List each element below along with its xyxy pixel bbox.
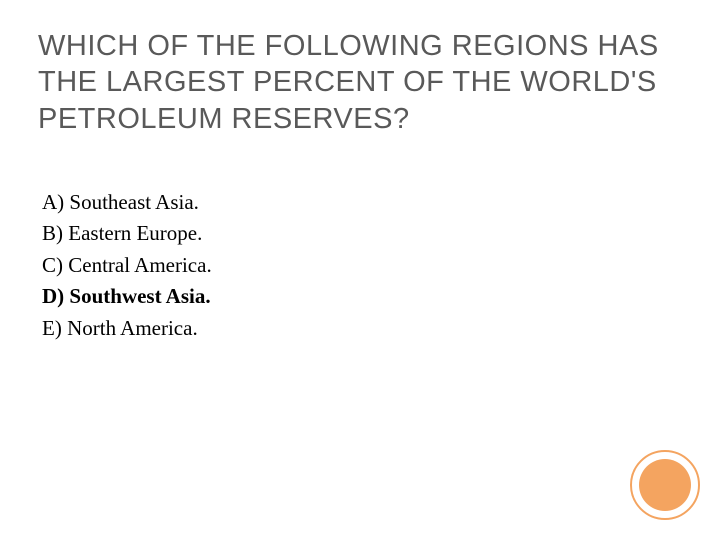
corner-decoration — [630, 450, 700, 520]
question-title: WHICH OF THE FOLLOWING REGIONS HAS THE L… — [38, 28, 680, 137]
inner-circle-icon — [639, 459, 691, 511]
option-a: A) Southeast Asia. — [42, 187, 680, 219]
option-e: E) North America. — [42, 313, 680, 345]
option-b: B) Eastern Europe. — [42, 218, 680, 250]
option-d: D) Southwest Asia. — [42, 281, 680, 313]
option-c: C) Central America. — [42, 250, 680, 282]
options-list: A) Southeast Asia. B) Eastern Europe. C)… — [38, 187, 680, 345]
slide-container: WHICH OF THE FOLLOWING REGIONS HAS THE L… — [0, 0, 720, 540]
